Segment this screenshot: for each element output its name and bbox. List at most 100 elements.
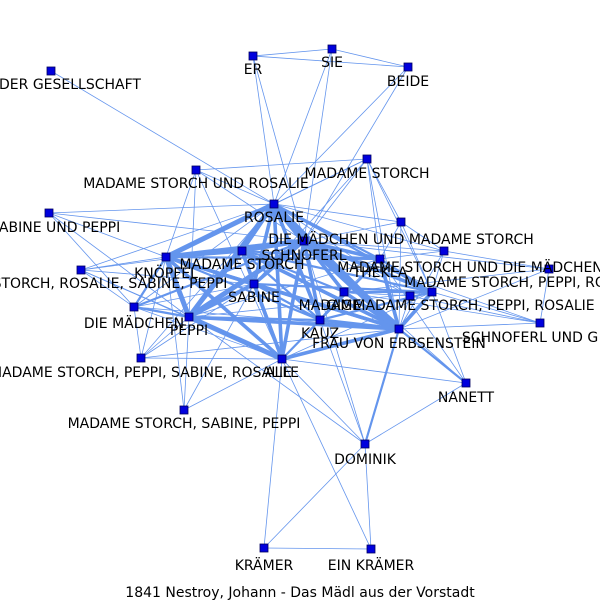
node-label-mspr_r: MADAME STORCH, PEPPI, RO bbox=[404, 275, 600, 291]
edge-mssp-alle bbox=[183, 358, 283, 411]
network-labels: ER SIE BEIDE DER GESELLSCHAFT MADAME STORCH … bbox=[0, 55, 600, 574]
node-label-sie: SIE bbox=[321, 55, 343, 71]
node-mssp bbox=[179, 405, 189, 415]
edge-alle-einkramer bbox=[281, 358, 372, 550]
edge-mspsr-fve bbox=[140, 328, 400, 359]
edge-fve-kauz bbox=[318, 318, 401, 331]
edge-dmums-ms bbox=[366, 158, 402, 223]
node-mspr_r bbox=[544, 264, 554, 274]
node-sabine bbox=[249, 279, 259, 289]
node-peppi bbox=[184, 312, 194, 322]
edge-fve-dmums bbox=[398, 221, 402, 330]
edge-ms2-thekla bbox=[240, 249, 382, 261]
edge-schnoferl-sug bbox=[303, 240, 541, 324]
node-msrsp bbox=[76, 265, 86, 275]
node-label-mspsr: MADAME STORCH, PEPPI, SABINE, ROSALIE bbox=[0, 365, 292, 381]
node-label-dmums: DIE MÄDCHEN UND MADAME STORCH bbox=[268, 230, 534, 248]
edge-ms2-peppi bbox=[187, 249, 244, 319]
edge-mspr-sug bbox=[409, 295, 541, 324]
edge-gigl-dmums bbox=[400, 221, 433, 293]
edge-peppi-dominik bbox=[188, 316, 366, 445]
edge-schnoferl-madame bbox=[302, 239, 346, 294]
node-label-peppi: PEPPI bbox=[170, 323, 208, 339]
node-label-sabine: SABINE bbox=[228, 290, 280, 306]
edge-ms2-fve bbox=[240, 249, 401, 331]
edge-alle-dominik bbox=[281, 358, 366, 445]
edge-sie-schnoferl bbox=[303, 48, 333, 242]
edge-thekla-gigl bbox=[378, 257, 434, 294]
node-label-msr: MADAME STORCH UND ROSALIE bbox=[83, 176, 309, 192]
edge-rosalie-gigl bbox=[272, 202, 434, 294]
node-label-madame: MADAME bbox=[299, 298, 362, 314]
edge-sup-dm bbox=[48, 212, 135, 308]
edge-sup-rosalie bbox=[48, 203, 275, 214]
edge-ms2-madame bbox=[240, 249, 346, 294]
edge-peppi-fve bbox=[187, 315, 401, 331]
edge-ms-msr bbox=[195, 158, 368, 171]
edge-alle-kramer bbox=[263, 358, 283, 549]
edge-mssp-sabine bbox=[183, 283, 255, 411]
node-msr bbox=[191, 165, 201, 175]
node-label-mssp: MADAME STORCH, SABINE, PEPPI bbox=[68, 416, 301, 432]
node-label-msrsp: STORCH, ROSALIE, SABINE, PEPPI bbox=[0, 276, 227, 292]
node-label-thekla: THEKLA bbox=[352, 265, 408, 281]
edge-gigl-msudm bbox=[431, 250, 445, 293]
edge-beide-schnoferl bbox=[303, 66, 409, 242]
edge-thekla-dmums bbox=[379, 221, 402, 260]
edge-ges-rosalie bbox=[50, 70, 275, 205]
edge-rosalie-ms2 bbox=[240, 202, 276, 253]
node-label-msudm: MADAME STORCH UND DIE MÄDCHEN bbox=[337, 258, 600, 276]
node-label-beide: BEIDE bbox=[387, 74, 429, 90]
node-label-er: ER bbox=[244, 62, 263, 78]
edge-sie-beide bbox=[331, 48, 409, 68]
node-ges bbox=[46, 66, 56, 76]
node-alle bbox=[277, 354, 287, 364]
edge-dominik-nanett bbox=[364, 382, 467, 445]
node-msudm bbox=[439, 246, 449, 256]
node-ms bbox=[362, 154, 372, 164]
edge-madame-sug bbox=[343, 291, 541, 324]
edge-msr-rosalie bbox=[195, 169, 275, 205]
edge-sabine-fve bbox=[252, 282, 401, 331]
edge-alle-fve bbox=[280, 327, 401, 361]
edge-sabine-peppi bbox=[187, 282, 256, 319]
node-label-dominik: DOMINIK bbox=[334, 452, 397, 468]
edge-schnoferl-thekla bbox=[302, 239, 382, 261]
node-mspsr bbox=[136, 353, 146, 363]
edge-msr-schnoferl bbox=[195, 169, 305, 242]
node-knopfel bbox=[161, 252, 171, 262]
node-label-nanett: NANETT bbox=[438, 390, 495, 406]
edge-madame-mspr_r bbox=[343, 268, 550, 293]
edge-msrsp-rosalie bbox=[80, 203, 275, 271]
node-sug bbox=[535, 318, 545, 328]
edge-fve-dominik bbox=[363, 327, 401, 446]
node-label-knopfel: KNÖPFEL bbox=[134, 264, 198, 282]
edge-msrsp-alle bbox=[80, 269, 283, 360]
edge-dmums-msudm bbox=[400, 221, 445, 252]
node-kramer bbox=[259, 543, 269, 553]
node-gigl bbox=[427, 287, 437, 297]
edge-rosalie-msudm bbox=[273, 203, 445, 252]
edge-msr-knopfel bbox=[165, 169, 197, 258]
node-fve bbox=[394, 324, 404, 334]
edge-gigl-sug bbox=[431, 291, 541, 324]
node-label-dm: DIE MÄDCHEN bbox=[84, 314, 184, 332]
node-thekla bbox=[375, 254, 385, 264]
edge-dm-sabine bbox=[133, 283, 255, 308]
node-label-rosalie: ROSALIE bbox=[244, 210, 304, 226]
edge-ms2-gigl bbox=[240, 249, 434, 294]
edge-sie-rosalie bbox=[273, 48, 333, 205]
node-label-kauz: KAUZ bbox=[301, 326, 339, 342]
edge-er-sie bbox=[252, 48, 333, 57]
node-rosalie bbox=[269, 199, 279, 209]
edge-mspsr-peppi bbox=[140, 316, 190, 359]
edge-schnoferl-dmums bbox=[303, 221, 402, 242]
node-label-fve: FRAU VON ERBSENSTEIN bbox=[312, 336, 486, 352]
node-label-ms: MADAME STORCH bbox=[305, 166, 430, 182]
edge-rosalie-dmums bbox=[273, 203, 402, 223]
node-label-einkramer: EIN KRÄMER bbox=[328, 556, 415, 574]
node-label-sup: SABINE UND PEPPI bbox=[0, 220, 120, 236]
edge-sabine-kauz bbox=[252, 282, 322, 322]
edge-knopfel-alle bbox=[164, 255, 284, 361]
